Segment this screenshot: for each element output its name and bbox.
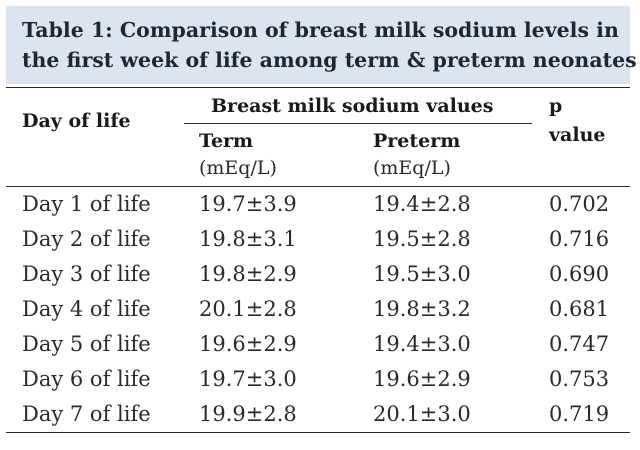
header-p-line-1: p [549,95,563,117]
table-title-line-1: Table 1: Comparison of breast milk sodiu… [22,18,619,42]
table-title-box: Table 1: Comparison of breast milk sodiu… [6,6,637,84]
p-value-cell: 0.753 [549,367,610,391]
table-row: Day 6 of life 19.7±3.0 19.6±2.9 0.753 [0,365,640,400]
preterm-cell: 19.4±3.0 [373,332,471,356]
header-group-underline [184,123,532,124]
table-title-line-2: the first week of life among term & pret… [22,48,637,72]
term-cell: 19.7±3.0 [199,367,297,391]
term-cell: 20.1±2.8 [199,297,297,321]
table-row: Day 3 of life 19.8±2.9 19.5±3.0 0.690 [0,260,640,295]
preterm-cell: 19.4±2.8 [373,192,471,216]
term-cell: 19.9±2.8 [199,402,297,426]
term-cell: 19.7±3.9 [199,192,297,216]
term-cell: 19.6±2.9 [199,332,297,356]
preterm-cell: 19.5±3.0 [373,262,471,286]
p-value-cell: 0.716 [549,227,610,251]
header-term: Term [199,130,254,152]
day-cell: Day 1 of life [22,192,151,216]
header-preterm-unit: (mEq/L) [373,157,451,179]
day-cell: Day 3 of life [22,262,151,286]
header-preterm: Preterm [373,130,461,152]
table-row: Day 5 of life 19.6±2.9 19.4±3.0 0.747 [0,330,640,365]
preterm-cell: 19.8±3.2 [373,297,471,321]
preterm-cell: 20.1±3.0 [373,402,471,426]
p-value-cell: 0.690 [549,262,610,286]
header-bottom-rule [6,186,630,187]
table-row: Day 4 of life 20.1±2.8 19.8±3.2 0.681 [0,295,640,330]
table-row: Day 7 of life 19.9±2.8 20.1±3.0 0.719 [0,400,640,435]
preterm-cell: 19.5±2.8 [373,227,471,251]
day-cell: Day 7 of life [22,402,151,426]
p-value-cell: 0.681 [549,297,610,321]
term-cell: 19.8±2.9 [199,262,297,286]
day-cell: Day 5 of life [22,332,151,356]
header-day-of-life: Day of life [22,110,131,132]
table-row: Day 1 of life 19.7±3.9 19.4±2.8 0.702 [0,190,640,225]
p-value-cell: 0.719 [549,402,610,426]
table-body: Day 1 of life 19.7±3.9 19.4±2.8 0.702 Da… [0,190,640,435]
day-cell: Day 2 of life [22,227,151,251]
header-breast-milk-sodium-values: Breast milk sodium values [211,95,494,117]
p-value-cell: 0.747 [549,332,610,356]
preterm-cell: 19.6±2.9 [373,367,471,391]
day-cell: Day 4 of life [22,297,151,321]
header-p-line-2: value [549,124,606,146]
day-cell: Day 6 of life [22,367,151,391]
p-value-cell: 0.702 [549,192,610,216]
term-cell: 19.8±3.1 [199,227,297,251]
table-bottom-rule [6,432,630,433]
table-row: Day 2 of life 19.8±3.1 19.5±2.8 0.716 [0,225,640,260]
header-term-unit: (mEq/L) [199,157,277,179]
table-top-rule [6,87,630,88]
